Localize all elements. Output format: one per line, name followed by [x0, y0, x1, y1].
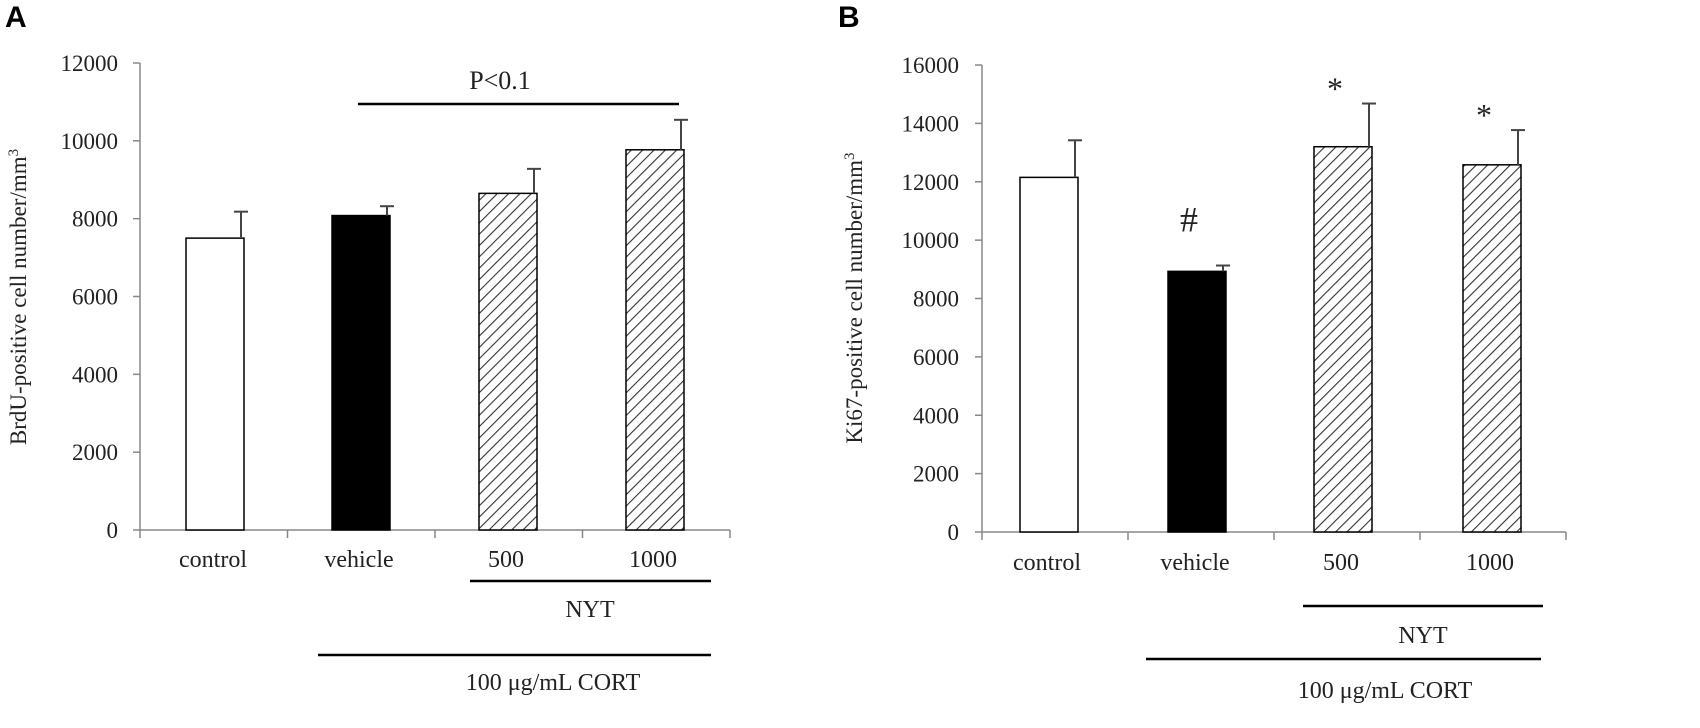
bar-control [1019, 176, 1079, 533]
y-tick-label: 10000 [61, 129, 119, 154]
y-tick-labels: 0 2000 4000 6000 8000 10000 12000 [61, 51, 119, 543]
significance-markers: # * * [1180, 71, 1492, 240]
y-tick-label: 8000 [913, 287, 959, 312]
nyt-label: NYT [565, 597, 615, 623]
bar-1000 [1462, 164, 1522, 533]
bar-vehicle [331, 214, 391, 531]
bars [1019, 145, 1522, 533]
y-tick-labels: 0 2000 4000 6000 8000 10000 12000 14000 16000 [902, 53, 960, 545]
nyt-label: NYT [1398, 623, 1448, 649]
y-axis-label: Ki67-positive cell number/mm3 [842, 152, 867, 443]
y-tick-label: 2000 [72, 440, 118, 465]
y-tick-label: 0 [948, 520, 960, 545]
significance-marker: * [1327, 71, 1343, 107]
category-labels: control vehicle 500 1000 [179, 547, 677, 573]
y-tick-label: 12000 [61, 51, 119, 76]
significance-label: P<0.1 [469, 66, 531, 95]
y-tick-label: 14000 [902, 111, 960, 136]
category-label: vehicle [1160, 550, 1229, 576]
y-tick-label: 4000 [913, 403, 959, 428]
error-bars [1068, 102, 1525, 272]
y-tick-label: 10000 [902, 228, 960, 253]
y-tick-label: 6000 [913, 345, 959, 370]
category-label: 500 [1323, 550, 1359, 576]
bar-1000 [625, 149, 685, 531]
category-label: 500 [488, 547, 524, 573]
category-label: control [1013, 550, 1081, 576]
y-tick-label: 12000 [902, 170, 960, 195]
significance-marker: # [1180, 199, 1198, 239]
y-axis-label: BrdU-positive cell number/mm3 [6, 149, 31, 445]
y-tick-label: 16000 [902, 53, 960, 78]
bar-500 [478, 192, 538, 531]
category-labels: control vehicle 500 1000 [1013, 550, 1514, 576]
bars [185, 149, 685, 531]
bar-vehicle [1167, 270, 1227, 533]
category-label: 1000 [629, 547, 677, 573]
panel-letter: A [5, 1, 27, 34]
panel-letter: B [838, 1, 860, 34]
significance-marker: * [1476, 97, 1492, 133]
bar-control [185, 237, 245, 531]
cort-label: 100 μg/mL CORT [1298, 678, 1473, 704]
category-label: vehicle [324, 547, 393, 573]
y-tick-label: 8000 [72, 207, 118, 232]
error-bars [234, 118, 688, 239]
y-tick-label: 2000 [913, 462, 959, 487]
panel-b: B Ki67-positive cell number/mm3 0 2000 400… [838, 1, 1567, 704]
y-tick-label: 6000 [72, 285, 118, 310]
category-label: control [179, 547, 247, 573]
y-tick-label: 4000 [72, 362, 118, 387]
y-tick-label: 0 [107, 518, 119, 543]
cort-label: 100 μg/mL CORT [466, 670, 641, 696]
category-label: 1000 [1466, 550, 1514, 576]
bar-500 [1313, 145, 1373, 533]
panel-a: A BrdU-positive cell number/mm3 0 2000 400… [5, 1, 731, 696]
